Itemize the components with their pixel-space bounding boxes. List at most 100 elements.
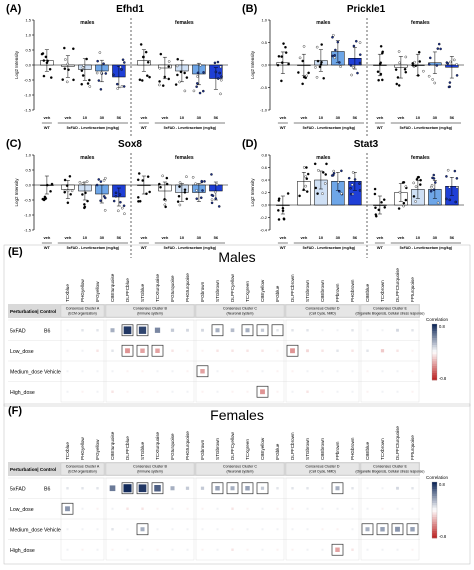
legend-min: -0.8 — [439, 376, 447, 381]
heat-cell — [381, 329, 384, 332]
data-point — [61, 78, 64, 81]
cluster-name: Consensus Cluster E — [373, 465, 407, 469]
data-point — [120, 68, 123, 71]
data-point — [377, 208, 381, 212]
heat-cell — [380, 527, 385, 532]
data-point — [185, 175, 188, 178]
heat-cell — [261, 507, 264, 510]
data-point — [307, 71, 310, 75]
heat-cell — [261, 548, 264, 551]
data-point — [373, 187, 377, 191]
data-point — [355, 39, 358, 43]
column-label: TCXturquoise — [155, 431, 160, 460]
data-point — [429, 56, 432, 60]
data-point — [64, 58, 67, 61]
heat-cell — [66, 349, 69, 352]
y-tick-label: 0.5 — [25, 48, 31, 53]
heat-cell — [111, 548, 114, 551]
data-point — [82, 64, 86, 67]
data-point — [353, 178, 357, 181]
heat-cell — [290, 348, 295, 354]
data-point — [63, 46, 66, 50]
data-point — [158, 66, 162, 70]
data-point — [214, 197, 218, 200]
header-label: Perturbation| Control — [10, 309, 56, 314]
heat-cell — [381, 548, 384, 551]
significance-box — [391, 523, 404, 536]
heat-cell — [260, 389, 265, 395]
data-point — [435, 64, 439, 67]
legend-swatch — [432, 512, 437, 515]
column-label: STGbrown — [305, 438, 310, 460]
heat-cell — [306, 487, 309, 490]
column-label: IFGturquoise — [170, 433, 175, 460]
cluster-sub: (ECM organization) — [68, 312, 96, 316]
heat-cell — [216, 370, 219, 373]
significance-box — [376, 523, 389, 536]
data-point — [436, 47, 440, 50]
legend-swatch — [432, 342, 437, 346]
heat-cell — [321, 370, 324, 373]
data-point — [282, 42, 285, 45]
x-tick-label: veh — [43, 235, 50, 240]
data-point — [434, 181, 437, 184]
heat-cell — [291, 528, 294, 531]
wt-label: WT — [280, 245, 287, 250]
data-point — [202, 71, 205, 74]
legend-swatch — [432, 349, 437, 353]
column-label: TCXbrown — [380, 280, 385, 302]
significance-box — [151, 482, 164, 495]
data-point — [211, 194, 215, 197]
heat-cell — [321, 349, 324, 352]
heat-cell — [231, 390, 234, 393]
heat-cell — [411, 329, 414, 332]
legend-swatch — [432, 340, 437, 343]
row-control: Vehicle — [44, 527, 61, 533]
data-point — [414, 185, 418, 188]
data-point — [215, 183, 219, 186]
data-point — [103, 209, 107, 212]
bar-panel-1: (B) Prickle1 -1.0 -0.5 0.0 0.5 1.0 Log2 Intensi… — [242, 3, 464, 138]
x-tick-label: 10 — [319, 115, 324, 120]
heat-cell — [125, 348, 130, 354]
data-point — [416, 176, 420, 179]
heat-cell — [231, 349, 234, 352]
heat-cell — [365, 527, 370, 532]
group-label: males — [316, 20, 330, 26]
group-label: females — [175, 155, 194, 161]
legend-swatch — [432, 498, 437, 501]
x-tick-label: 30 — [197, 115, 202, 120]
data-point — [316, 59, 320, 63]
heatmap-panel-1: (F) Females TCXblue PHGyellow IFGyellow CBEtu… — [3, 403, 471, 565]
row-label: 5xFAD — [10, 486, 26, 492]
column-label: IFGbrown — [200, 439, 205, 460]
significance-box — [151, 344, 164, 357]
panel-title: Stat3 — [354, 139, 379, 150]
significance-box — [196, 365, 209, 378]
heat-cell — [396, 486, 399, 490]
x-tick-label: veh — [376, 115, 383, 120]
data-point — [413, 60, 416, 64]
wt-label: WT — [377, 245, 384, 250]
data-point — [381, 50, 384, 54]
heat-cell — [261, 370, 264, 373]
heat-cell — [109, 485, 116, 492]
data-point — [102, 179, 106, 182]
data-point — [99, 180, 103, 183]
y-tick-label: 0.5 — [261, 40, 267, 45]
heat-cell — [201, 548, 204, 551]
data-point — [97, 79, 101, 82]
data-point — [319, 63, 323, 66]
data-point — [337, 180, 340, 184]
heat-cell — [81, 390, 84, 393]
legend-swatch — [432, 500, 437, 504]
treat-label: 5xFAD - Levetiracetam (mg/kg) — [164, 126, 217, 130]
header-label: Perturbation| Control — [10, 467, 56, 472]
data-point — [163, 203, 167, 207]
data-point — [448, 185, 451, 189]
data-point — [122, 85, 126, 88]
data-point — [177, 195, 181, 198]
data-point — [448, 81, 452, 84]
heat-cell — [306, 370, 309, 373]
data-point — [302, 45, 306, 48]
